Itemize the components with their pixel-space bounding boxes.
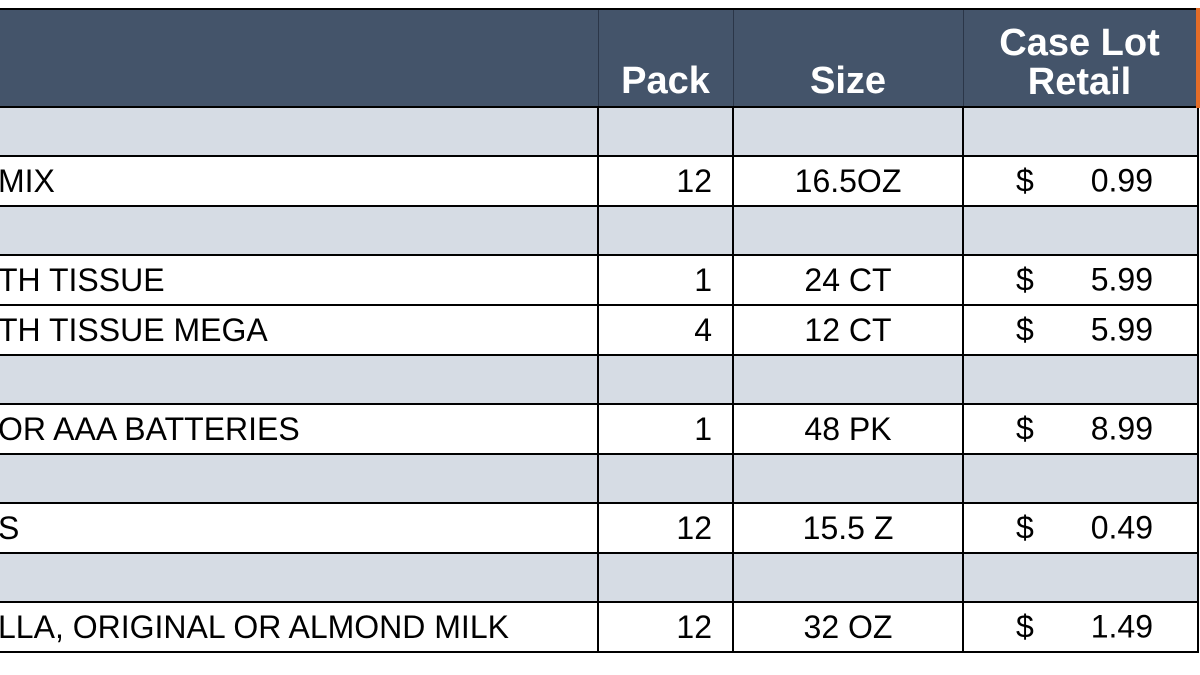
category-band-row bbox=[0, 354, 1199, 405]
category-band-row bbox=[0, 205, 1199, 256]
price-amount: 8.99 bbox=[1090, 410, 1153, 447]
price-amount: 0.49 bbox=[1090, 509, 1153, 546]
size-header: Size bbox=[732, 8, 964, 108]
item-pack: 1 bbox=[597, 254, 734, 306]
category-band-row bbox=[0, 106, 1199, 157]
item-retail-price: $5.99 bbox=[962, 304, 1199, 356]
band-cell bbox=[597, 552, 734, 603]
item-description: S bbox=[0, 502, 599, 554]
case-lot-retail-header-line2: Retail bbox=[1027, 61, 1132, 103]
table-row: MIX 12 16.5OZ $0.99 bbox=[0, 155, 1199, 207]
item-description: TH TISSUE MEGA bbox=[0, 304, 599, 356]
category-band-row bbox=[0, 552, 1199, 603]
band-cell bbox=[732, 453, 964, 504]
band-cell bbox=[732, 106, 964, 157]
case-lot-retail-header: Case Lot Retail bbox=[962, 8, 1200, 108]
band-cell bbox=[732, 205, 964, 256]
item-retail-price: $1.49 bbox=[962, 601, 1199, 653]
item-description: TH TISSUE bbox=[0, 254, 599, 306]
item-pack: 4 bbox=[597, 304, 734, 356]
band-cell bbox=[962, 106, 1199, 157]
currency-symbol: $ bbox=[1016, 509, 1034, 546]
table-body: MIX 12 16.5OZ $0.99 TH TISSUE 1 24 CT $5.99 TH T… bbox=[0, 106, 1199, 653]
band-cell bbox=[962, 354, 1199, 405]
band-cell bbox=[597, 106, 734, 157]
band-cell bbox=[0, 552, 599, 603]
band-cell bbox=[732, 354, 964, 405]
currency-symbol: $ bbox=[1016, 311, 1034, 348]
item-description: MIX bbox=[0, 155, 599, 207]
price-table: Pack Size Case Lot Retail MIX 12 16.5OZ $0.… bbox=[0, 8, 1200, 653]
item-size: 15.5 Z bbox=[732, 502, 964, 554]
table-row: OR AAA BATTERIES 1 48 PK $8.99 bbox=[0, 403, 1199, 455]
price-amount: 0.99 bbox=[1090, 162, 1153, 199]
header-row: Pack Size Case Lot Retail bbox=[0, 8, 1200, 108]
item-description: LLA, ORIGINAL OR ALMOND MILK bbox=[0, 601, 599, 653]
band-cell bbox=[597, 205, 734, 256]
currency-symbol: $ bbox=[1016, 162, 1034, 199]
band-cell bbox=[597, 354, 734, 405]
orange-column-edge bbox=[1198, 8, 1200, 100]
item-retail-price: $5.99 bbox=[962, 254, 1199, 306]
item-size: 32 OZ bbox=[732, 601, 964, 653]
band-cell bbox=[962, 205, 1199, 256]
table-row: LLA, ORIGINAL OR ALMOND MILK 12 32 OZ $1.49 bbox=[0, 601, 1199, 653]
description-header bbox=[0, 8, 599, 108]
category-band-row bbox=[0, 453, 1199, 504]
band-cell bbox=[962, 453, 1199, 504]
pack-header: Pack bbox=[597, 8, 734, 108]
price-amount: 5.99 bbox=[1090, 261, 1153, 298]
band-cell bbox=[732, 552, 964, 603]
band-cell bbox=[0, 354, 599, 405]
table-row: TH TISSUE 1 24 CT $5.99 bbox=[0, 254, 1199, 306]
item-size: 12 CT bbox=[732, 304, 964, 356]
currency-symbol: $ bbox=[1016, 410, 1034, 447]
price-amount: 1.49 bbox=[1090, 608, 1153, 645]
item-pack: 12 bbox=[597, 155, 734, 207]
item-description: OR AAA BATTERIES bbox=[0, 403, 599, 455]
band-cell bbox=[0, 106, 599, 157]
item-retail-price: $0.49 bbox=[962, 502, 1199, 554]
band-cell bbox=[0, 453, 599, 504]
currency-symbol: $ bbox=[1016, 608, 1034, 645]
table-row: S 12 15.5 Z $0.49 bbox=[0, 502, 1199, 554]
item-size: 48 PK bbox=[732, 403, 964, 455]
table-row: TH TISSUE MEGA 4 12 CT $5.99 bbox=[0, 304, 1199, 356]
band-cell bbox=[0, 205, 599, 256]
price-amount: 5.99 bbox=[1090, 311, 1153, 348]
band-cell bbox=[962, 552, 1199, 603]
item-retail-price: $0.99 bbox=[962, 155, 1199, 207]
item-size: 16.5OZ bbox=[732, 155, 964, 207]
item-pack: 12 bbox=[597, 601, 734, 653]
item-pack: 1 bbox=[597, 403, 734, 455]
item-pack: 12 bbox=[597, 502, 734, 554]
case-lot-retail-header-line1: Case Lot bbox=[999, 22, 1160, 64]
item-size: 24 CT bbox=[732, 254, 964, 306]
item-retail-price: $8.99 bbox=[962, 403, 1199, 455]
band-cell bbox=[597, 453, 734, 504]
currency-symbol: $ bbox=[1016, 261, 1034, 298]
